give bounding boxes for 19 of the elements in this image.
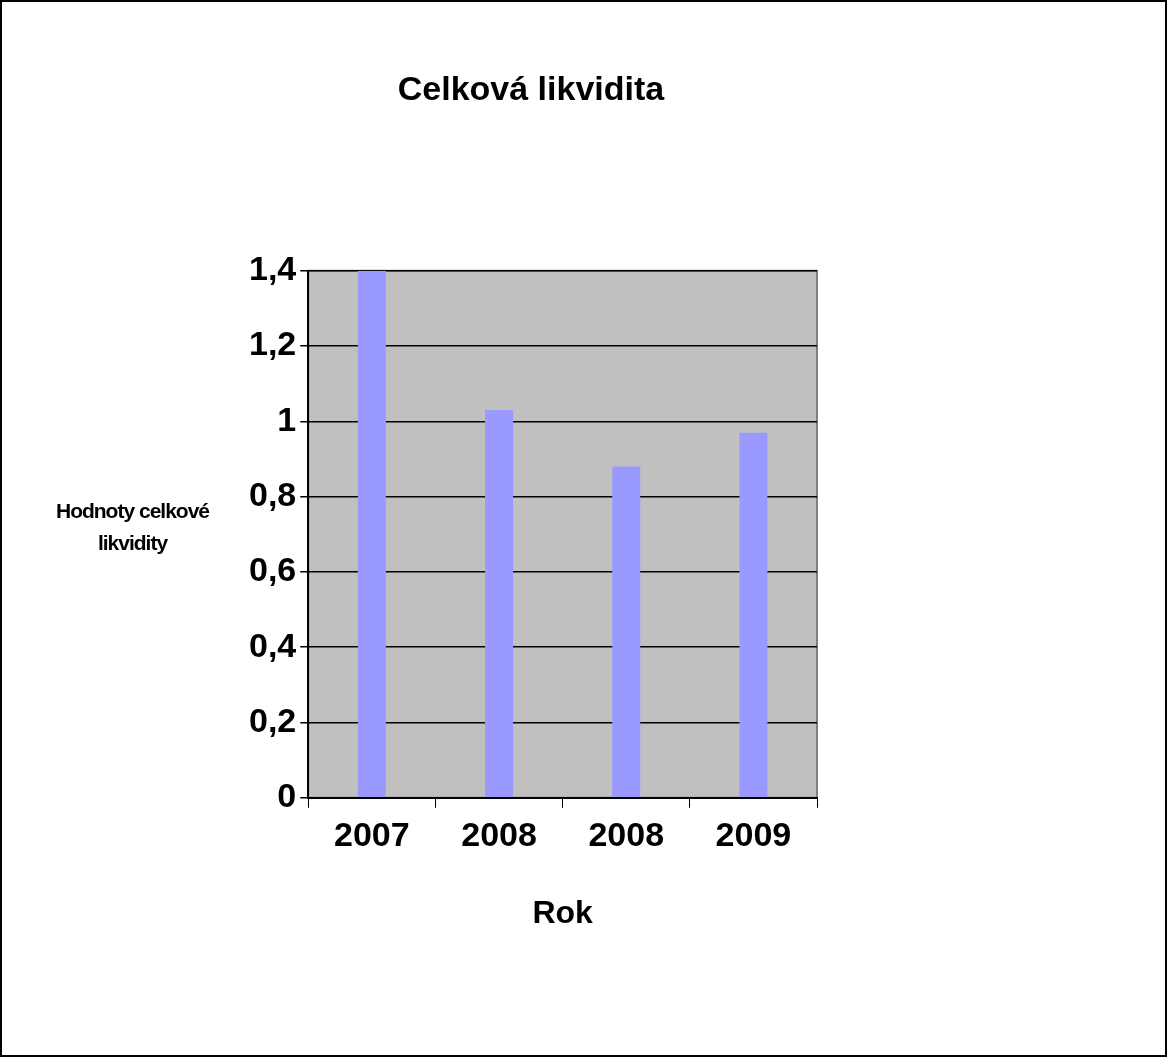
bar [357, 270, 386, 798]
y-tick-label: 0,8 [249, 475, 297, 514]
y-tick-label: 1 [277, 399, 297, 438]
bar [485, 410, 514, 798]
y-tick-label: 0,2 [249, 700, 297, 739]
x-axis-title: Rok [532, 893, 594, 930]
y-axis-title: Hodnoty celkové likvidity [54, 498, 210, 556]
bar [739, 432, 768, 798]
x-tick-label: 2009 [715, 814, 792, 853]
bar [612, 466, 641, 798]
x-tick-label: 2008 [461, 814, 537, 853]
y-tick-label: 1,2 [249, 324, 297, 363]
chart-title: Celková likvidita [397, 68, 666, 107]
y-tick-label: 0,6 [249, 550, 297, 589]
x-tick-label: 2008 [588, 814, 665, 853]
x-tick-label: 2007 [334, 814, 410, 853]
y-tick-label: 0,4 [249, 625, 297, 664]
y-tick-label: 0 [277, 776, 297, 815]
y-tick-label: 1,4 [249, 249, 297, 288]
